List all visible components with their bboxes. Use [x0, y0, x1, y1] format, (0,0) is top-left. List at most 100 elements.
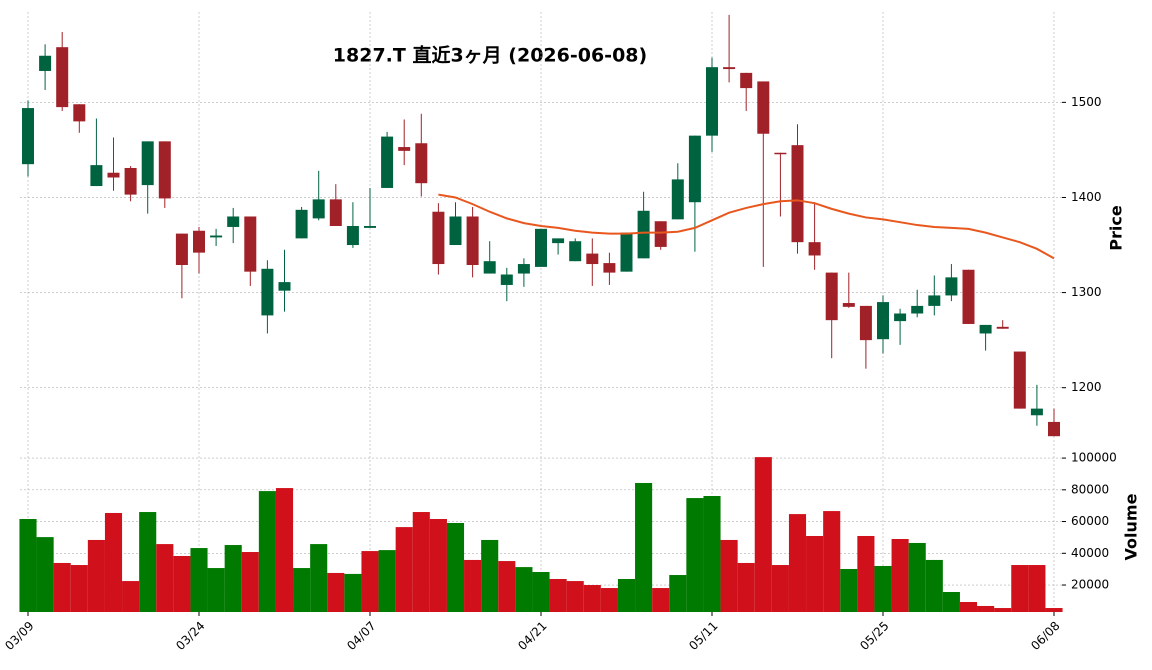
candle-body [1030, 408, 1043, 416]
x-tick-label: 04/21 [515, 619, 549, 653]
candle-body [278, 282, 291, 291]
x-tick-label: 04/07 [344, 619, 378, 653]
candle-body [210, 235, 223, 238]
candle-body [90, 165, 103, 187]
candle-body [894, 313, 907, 322]
candle-body [877, 302, 889, 340]
candle-body [175, 233, 188, 265]
volume-bar [429, 519, 447, 612]
candle-body [569, 241, 582, 262]
price-axis-label: Price [1107, 205, 1126, 251]
volume-bar [583, 585, 601, 612]
volume-bar [1011, 565, 1029, 612]
volume-bar [891, 539, 909, 612]
volume-bar [635, 482, 653, 612]
candle-body [398, 147, 411, 151]
candle-body [432, 211, 445, 265]
candle-body [552, 238, 565, 244]
volume-bar [549, 578, 567, 612]
y-tick-label: 1500 [1071, 95, 1102, 109]
volume-bar [959, 602, 978, 612]
volume-bar [942, 592, 960, 612]
candle-body [825, 272, 838, 321]
candle-body [466, 216, 479, 265]
candle-body [415, 143, 428, 184]
volume-bar [652, 588, 670, 612]
volume-bar [771, 565, 789, 612]
volume-bar [310, 544, 328, 612]
candle-body [740, 72, 753, 89]
volume-bar [224, 545, 242, 612]
x-tick-label: 05/11 [686, 619, 720, 653]
volume-bar [241, 552, 259, 612]
candle-body [671, 179, 684, 220]
volume-bar [87, 539, 105, 612]
candle-body [381, 136, 394, 188]
candle-body [654, 221, 667, 247]
candle-body [586, 253, 599, 265]
volume-bar [498, 561, 516, 612]
volume-bar [703, 496, 721, 612]
volume-bar [344, 573, 362, 612]
candle-body [620, 232, 633, 272]
volume-bar [788, 514, 807, 612]
moving-average-line [438, 193, 1055, 260]
volume-axis-label: Volume [1122, 493, 1141, 560]
volume-bar [327, 572, 345, 612]
volume-bar [190, 548, 208, 612]
volume-bar [1045, 608, 1063, 612]
candle-body [517, 264, 530, 274]
volume-bar [806, 535, 824, 612]
volume-bar [686, 498, 704, 612]
candle-body [227, 216, 240, 227]
volume-bar [857, 535, 875, 612]
x-tick-label: 03/09 [2, 619, 36, 653]
volume-bar [481, 539, 499, 612]
volume-bar [275, 488, 294, 612]
candle-body [859, 305, 872, 341]
volume-bar [173, 555, 191, 612]
candle-body [688, 135, 701, 203]
candle-body [911, 305, 924, 314]
y-tick-label: 1200 [1071, 380, 1102, 394]
candle-body [483, 261, 496, 274]
candle-body [928, 295, 941, 306]
volume-bar [53, 562, 71, 612]
volume-bar [293, 568, 311, 612]
y-tick-label: 80000 [1071, 482, 1109, 496]
candle-body [312, 199, 325, 219]
candle-body [1013, 351, 1026, 409]
candle-body [449, 216, 462, 246]
volume-bar [994, 608, 1012, 612]
volume-bar [464, 559, 482, 612]
y-tick-label: 20000 [1071, 578, 1109, 592]
candle-body [500, 274, 513, 285]
candle-body [842, 303, 855, 307]
volume-bar [156, 544, 174, 612]
candle-body [979, 324, 992, 334]
volume-bar [139, 512, 157, 612]
candle-body [535, 228, 547, 267]
candle-body [56, 47, 69, 108]
volume-bar [617, 578, 636, 612]
candle-body [364, 226, 376, 228]
y-tick-label: 60000 [1071, 514, 1109, 528]
volume-bar [737, 562, 755, 612]
y-tick-label: 1300 [1071, 285, 1102, 299]
volume-bar [36, 537, 54, 612]
volume-bar [977, 605, 995, 612]
candle-body [261, 268, 274, 316]
candle-body [637, 210, 650, 259]
volume-bar [258, 491, 276, 612]
candle-body [1048, 421, 1060, 437]
candle-body [39, 55, 52, 71]
volume-bar [566, 581, 584, 612]
y-tick-label: 40000 [1071, 546, 1109, 560]
chart-title: 1827.T 直近3ヶ月 (2026-06-08) [333, 44, 647, 67]
candle-body [73, 104, 86, 122]
candle-body [723, 67, 736, 70]
volume-bar [19, 519, 37, 612]
volume-bar [361, 551, 379, 612]
candle-body [22, 108, 34, 165]
